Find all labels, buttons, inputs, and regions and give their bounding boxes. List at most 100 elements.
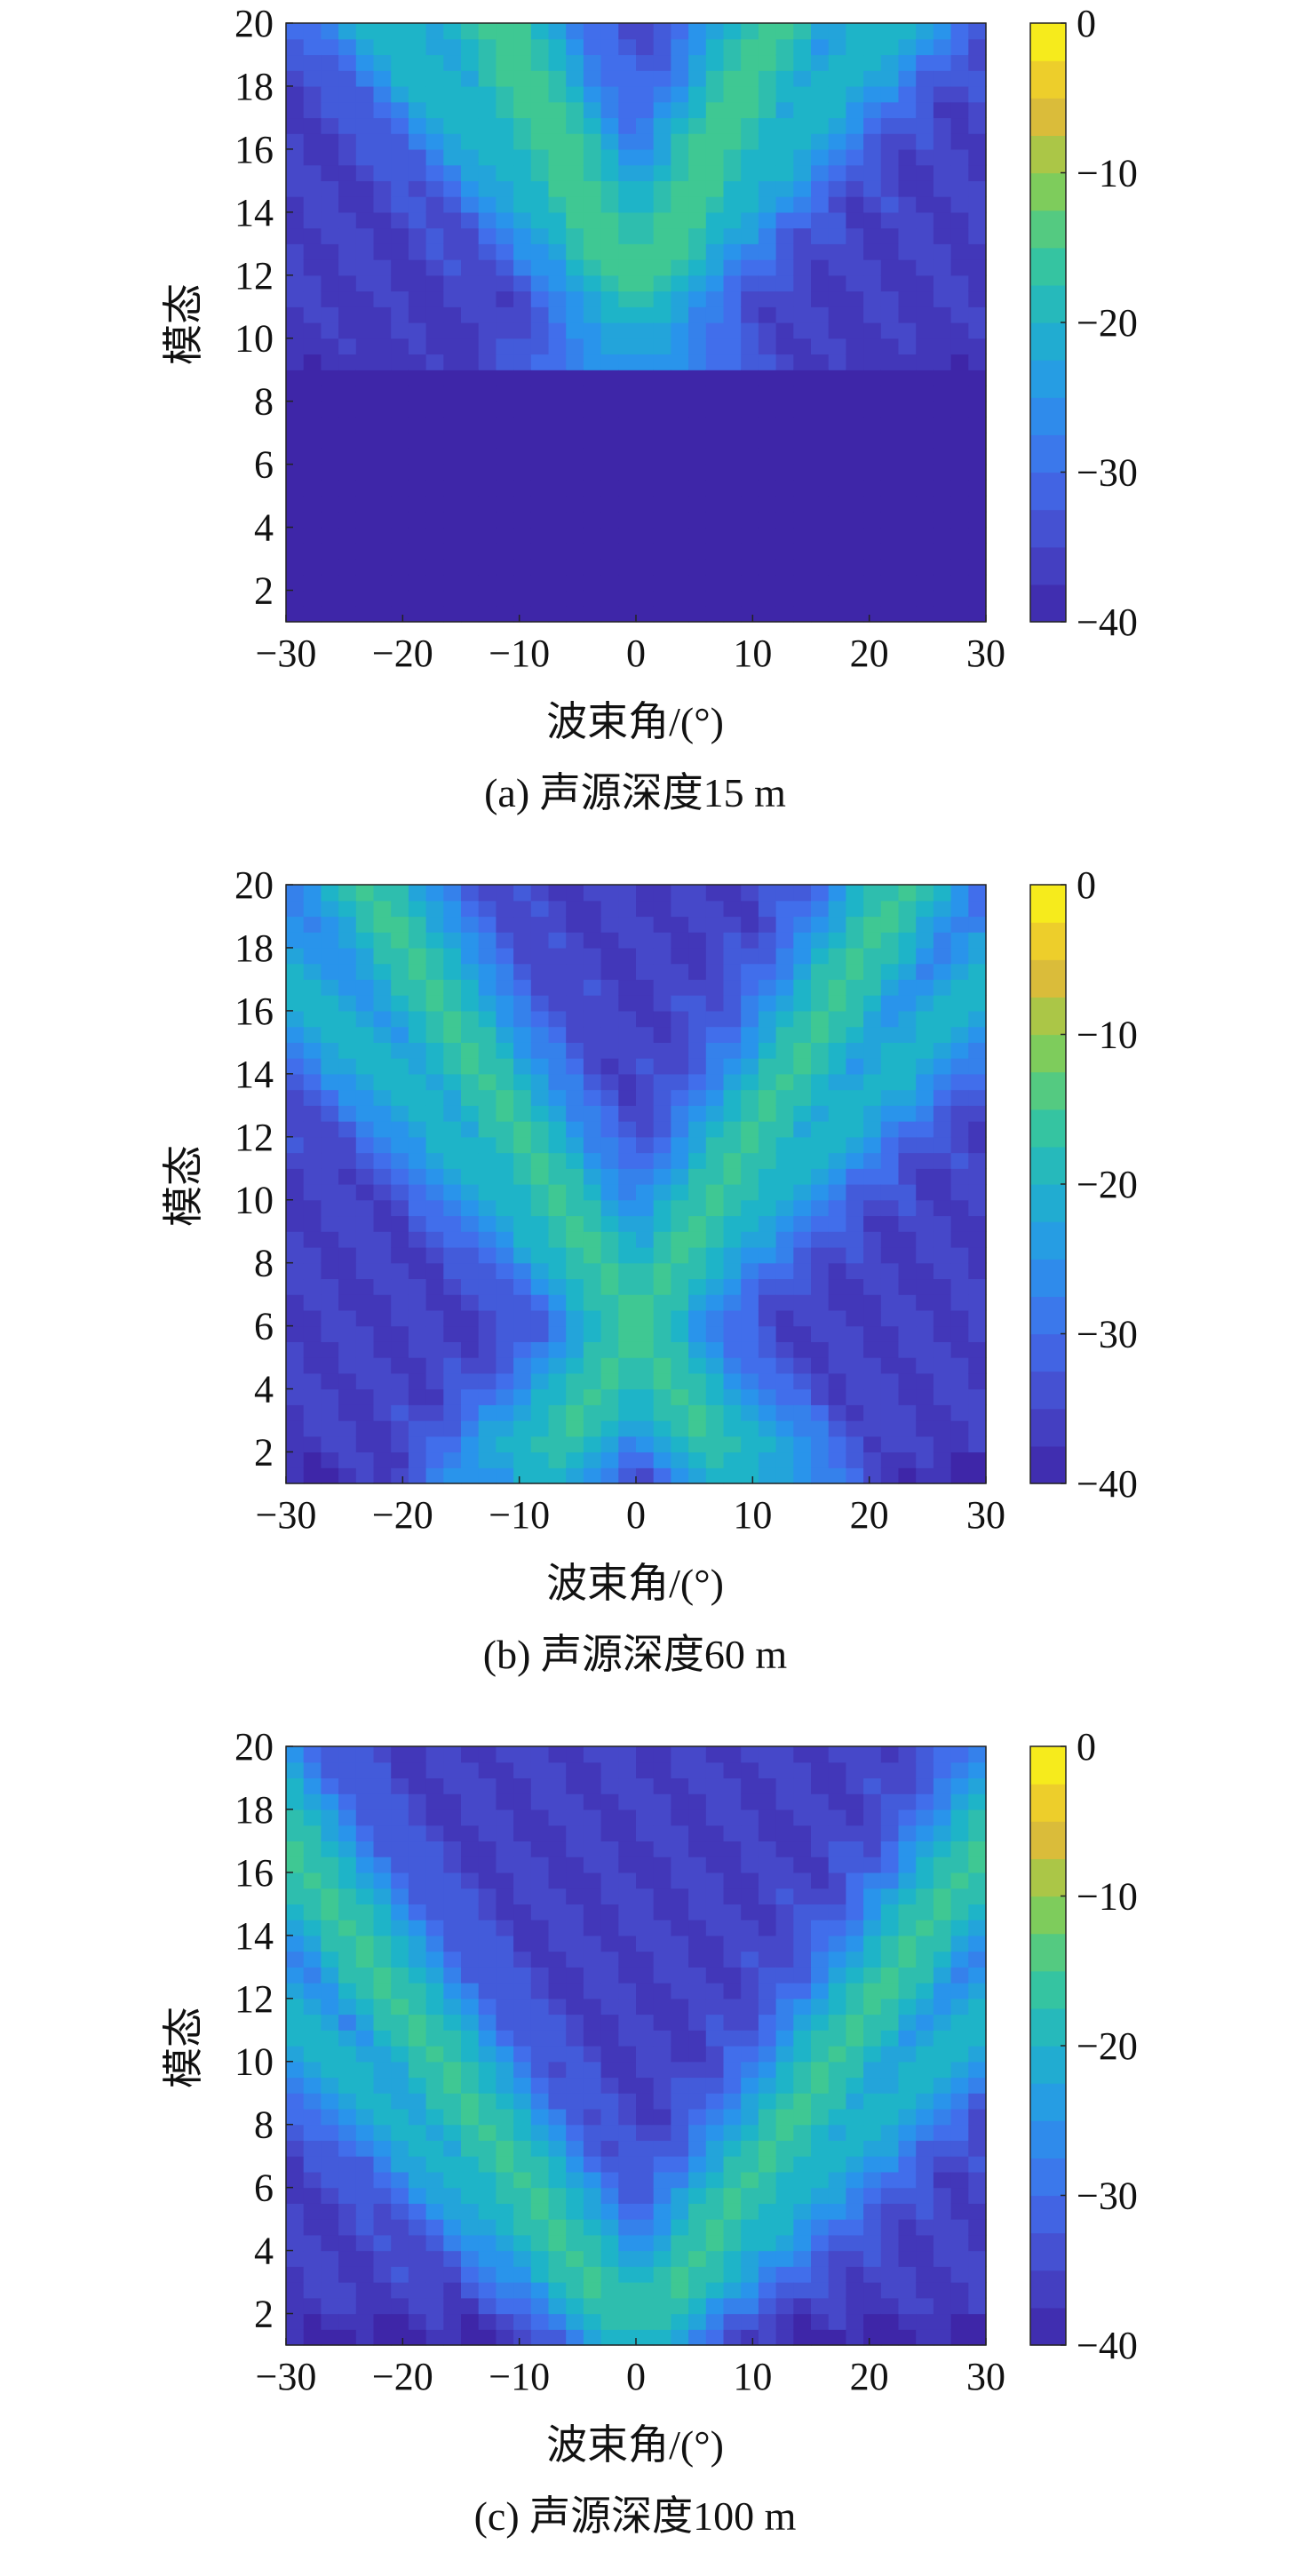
heatmap-cell [898,916,917,933]
heatmap-cell [496,1089,514,1106]
heatmap-cell [321,38,339,56]
heatmap-cell [880,1246,900,1264]
heatmap-cell [636,2124,655,2142]
heatmap-cell [933,1042,952,1059]
heatmap-cell [916,1467,934,1484]
heatmap-cell [653,995,671,1012]
heatmap-cell [338,1467,357,1484]
heatmap-cell [373,1262,392,1280]
heatmap-cell [723,480,742,497]
heatmap-cell [688,2030,707,2047]
heatmap-cell [775,2234,794,2252]
heatmap-cell [321,2203,339,2220]
heatmap-cell [618,354,637,370]
heatmap-cell [968,1026,987,1043]
heatmap-cell [880,1998,900,2015]
heatmap-cell [688,900,707,918]
heatmap-cell [811,1121,830,1138]
heatmap-cell [950,2219,969,2236]
heatmap-cell [496,274,514,292]
heatmap-cell [461,1404,480,1421]
heatmap-cell [443,574,462,592]
heatmap-cell [338,211,357,229]
heatmap-cell [933,1215,952,1232]
heatmap-cell [286,963,305,981]
heatmap-cell [391,590,409,607]
heatmap-cell [688,274,707,292]
heatmap-cell [863,979,882,996]
heatmap-cell [968,1793,987,1810]
heatmap-cell [898,2108,917,2126]
heatmap-cell [653,606,671,623]
heatmap-cell [828,1746,846,1763]
heatmap-cell [303,211,322,229]
heatmap-cell [653,1467,671,1484]
heatmap-cell [863,1152,882,1169]
heatmap-cell [548,1872,567,1889]
heatmap-cell [916,2077,934,2094]
heatmap-cell [653,1278,671,1295]
heatmap-cell [968,1777,987,1794]
heatmap-cell [496,1152,514,1169]
heatmap-cell [933,885,952,902]
heatmap-cell [636,274,655,292]
heatmap-cell [723,1872,742,1889]
heatmap-cell [548,1325,567,1342]
heatmap-cell [863,2313,882,2330]
heatmap-cell [916,448,934,465]
heatmap-cell [880,1951,900,1968]
heatmap-cell [968,2124,987,2142]
heatmap-cell [671,385,689,402]
heatmap-cell [653,2297,671,2315]
heatmap-cell [916,1404,934,1421]
heatmap-cell [618,1058,637,1075]
heatmap-cell [600,1294,619,1311]
heatmap-cell [373,211,392,229]
heatmap-cell [583,2282,602,2299]
heatmap-cell [600,1136,619,1154]
heatmap-cell [811,963,830,981]
heatmap-cell [671,963,689,981]
heatmap-cell [688,2124,707,2142]
heatmap-cell [636,2030,655,2047]
heatmap-cell [286,1262,305,1280]
heatmap-cell [688,1793,707,1810]
heatmap-cell [618,1825,637,1842]
heatmap-cell [950,2203,969,2220]
heatmap-cell [513,916,532,933]
heatmap-cell [723,1856,742,1873]
heatmap-cell [880,2203,900,2220]
heatmap-cell [391,401,409,418]
heatmap-cell [671,1152,689,1169]
heatmap-cell [338,1451,357,1468]
heatmap-cell [775,2313,794,2330]
heatmap-cell [671,527,689,544]
y-tick-label: 6 [254,1305,274,1348]
colorbar-band [1030,1445,1066,1484]
heatmap-cell [338,54,357,71]
heatmap-cell [653,2266,671,2283]
heatmap-cell [286,433,305,449]
chart-svg-b: 0−10−20−30−40 −30 −20 −10 0 10 20 302468101214… [161,863,1138,1677]
heatmap-cell [600,1904,619,1920]
heatmap-cell [793,2171,812,2189]
heatmap-cell [758,590,777,607]
heatmap-cell [513,1010,532,1028]
heatmap-cell [828,1872,846,1889]
heatmap-cell [793,1357,812,1374]
heatmap-cell [425,1935,444,1952]
heatmap-cell [968,401,987,418]
heatmap-cell [548,511,567,529]
heatmap-cell [688,180,707,197]
heatmap-cell [338,511,357,529]
heatmap-cell [443,2250,462,2267]
y-tick-label: 6 [254,2167,274,2210]
heatmap-cell [391,1278,409,1295]
heatmap-cell [303,480,322,497]
heatmap-cell [303,274,322,292]
colorbar-tick-label: −20 [1077,2024,1138,2068]
heatmap-cell [653,2203,671,2220]
heatmap-cell [811,1920,830,1936]
heatmap-cell [443,543,462,560]
heatmap-cell [373,2046,392,2063]
